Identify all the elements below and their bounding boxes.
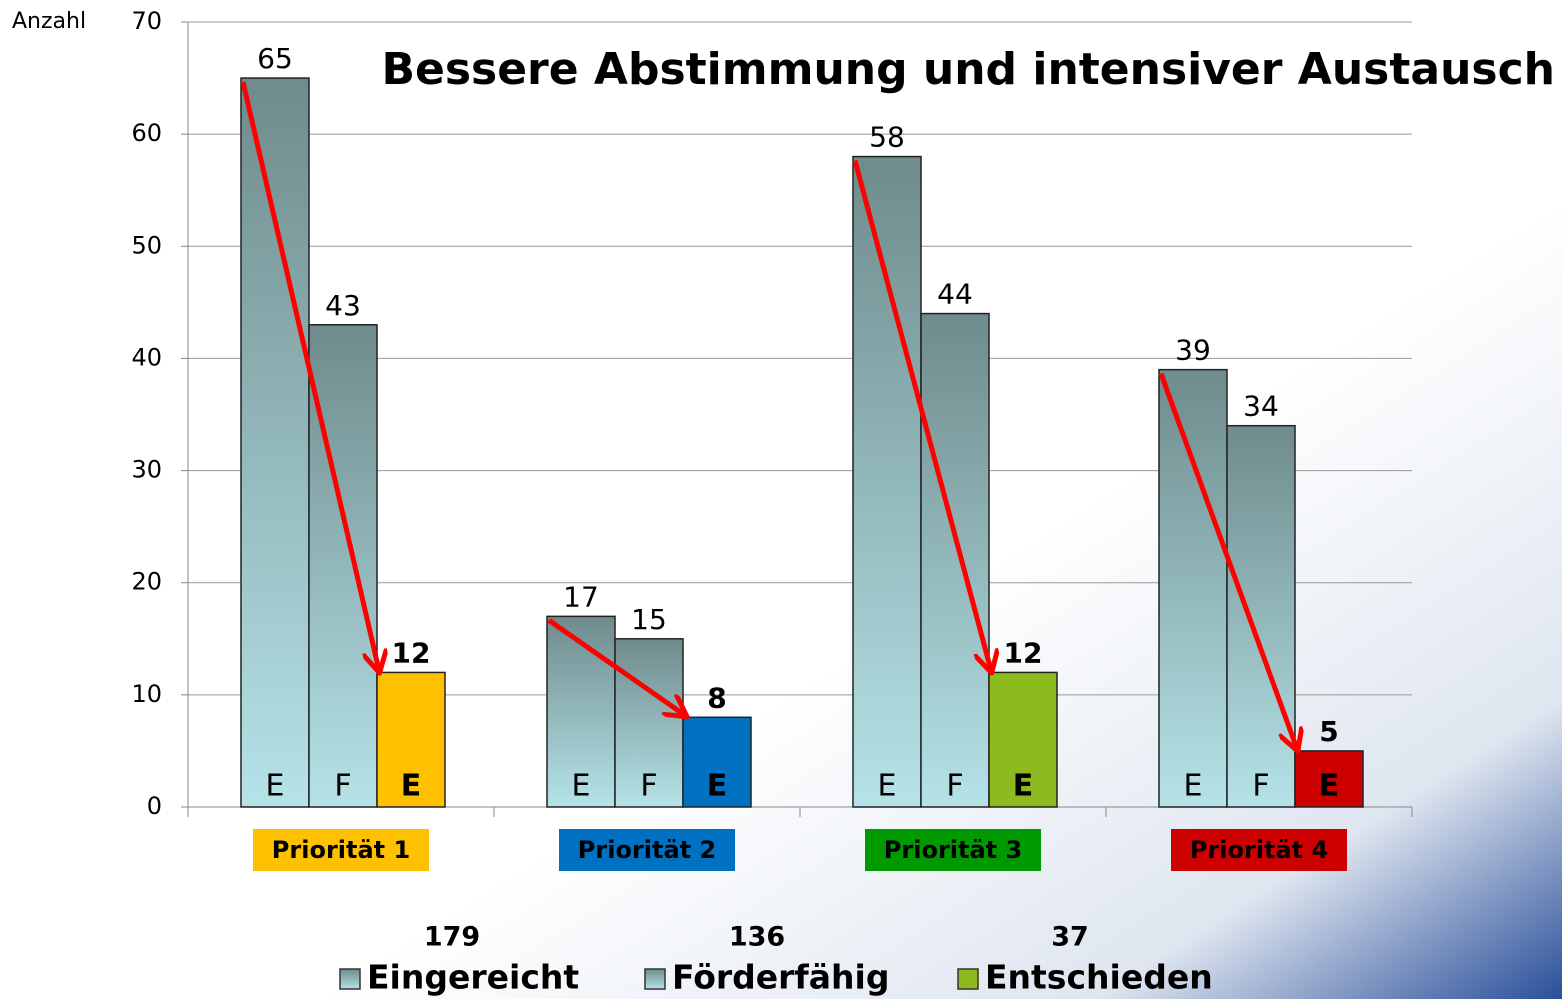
- bar-letter: E: [572, 769, 591, 804]
- bar-letter: E: [878, 769, 897, 804]
- legend-swatch: [645, 969, 665, 989]
- data-label: 58: [869, 121, 905, 154]
- data-label: 43: [325, 289, 361, 322]
- bar-letter: E: [401, 769, 422, 804]
- legend-total: 37: [1051, 922, 1089, 953]
- y-tick-label: 60: [131, 119, 162, 147]
- legend-swatch: [340, 969, 360, 989]
- data-label: 8: [707, 681, 726, 714]
- y-tick-label: 10: [131, 680, 162, 708]
- bar: [921, 314, 989, 807]
- data-label: 17: [563, 580, 599, 613]
- bar: [241, 78, 309, 807]
- x-tick-label: Priorität 3: [884, 836, 1022, 864]
- y-tick-label: 70: [131, 7, 162, 35]
- data-label: 44: [937, 278, 973, 311]
- legend-swatch: [958, 969, 978, 989]
- bar: [853, 157, 921, 807]
- data-label: 65: [257, 42, 293, 75]
- bar-letter: F: [640, 769, 657, 804]
- legend-label: Entschieden: [985, 958, 1213, 997]
- legend-total: 136: [729, 922, 785, 953]
- legend-label: Förderfähig: [672, 958, 889, 997]
- bar-letter: F: [946, 769, 963, 804]
- data-label: 12: [1004, 636, 1043, 669]
- legend-label: Eingereicht: [367, 958, 579, 997]
- chart-title: Bessere Abstimmung und intensiver Austau…: [381, 44, 1555, 95]
- bar-letter: E: [707, 769, 728, 804]
- y-tick-label: 40: [131, 343, 162, 371]
- data-label: 15: [631, 603, 667, 636]
- bar: [1227, 426, 1295, 807]
- bar-letter: F: [1252, 769, 1269, 804]
- y-tick-label: 0: [147, 792, 162, 820]
- bar-letter: E: [1013, 769, 1034, 804]
- bar-letter: E: [1184, 769, 1203, 804]
- bar-letter: F: [334, 769, 351, 804]
- legend-total: 179: [424, 922, 480, 953]
- y-tick-label: 20: [131, 568, 162, 596]
- y-tick-label: 50: [131, 231, 162, 259]
- page: Anzahl Bessere Abstimmung und intensiver…: [0, 0, 1562, 999]
- x-tick-label: Priorität 2: [578, 836, 716, 864]
- bar: [309, 325, 377, 807]
- bar: [1159, 370, 1227, 807]
- bar-letter: E: [1319, 769, 1340, 804]
- data-label: 5: [1319, 715, 1338, 748]
- data-label: 34: [1243, 390, 1279, 423]
- bar-letter: E: [266, 769, 285, 804]
- y-tick-label: 30: [131, 456, 162, 484]
- y-axis-label: Anzahl: [12, 9, 86, 34]
- x-tick-label: Priorität 4: [1190, 836, 1328, 864]
- data-label: 39: [1175, 334, 1211, 367]
- data-label: 12: [392, 636, 431, 669]
- x-tick-label: Priorität 1: [272, 836, 410, 864]
- chart: Anzahl Bessere Abstimmung und intensiver…: [0, 0, 1562, 999]
